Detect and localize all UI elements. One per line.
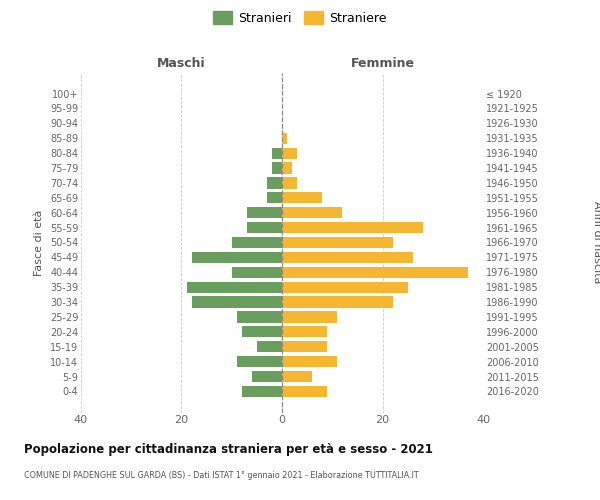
Bar xyxy=(282,222,423,233)
Bar xyxy=(272,162,282,173)
Bar xyxy=(282,386,327,397)
Bar xyxy=(247,222,282,233)
Bar xyxy=(267,178,282,188)
Text: Anni di nascita: Anni di nascita xyxy=(592,201,600,284)
Bar xyxy=(282,371,312,382)
Bar xyxy=(242,326,282,338)
Bar xyxy=(282,312,337,322)
Bar xyxy=(191,252,282,263)
Bar xyxy=(282,162,292,173)
Text: Femmine: Femmine xyxy=(350,57,415,70)
Bar xyxy=(237,356,282,368)
Legend: Stranieri, Straniere: Stranieri, Straniere xyxy=(208,6,392,30)
Bar xyxy=(282,178,297,188)
Text: Popolazione per cittadinanza straniera per età e sesso - 2021: Popolazione per cittadinanza straniera p… xyxy=(24,442,433,456)
Bar xyxy=(282,341,327,352)
Bar xyxy=(252,371,282,382)
Bar xyxy=(282,296,392,308)
Bar xyxy=(282,356,337,368)
Bar xyxy=(237,312,282,322)
Y-axis label: Fasce di età: Fasce di età xyxy=(34,210,44,276)
Bar xyxy=(282,148,297,158)
Bar xyxy=(282,192,322,203)
Bar xyxy=(282,282,407,293)
Bar xyxy=(282,207,343,218)
Bar xyxy=(247,207,282,218)
Bar xyxy=(282,237,392,248)
Bar xyxy=(272,148,282,158)
Bar xyxy=(267,192,282,203)
Bar xyxy=(282,326,327,338)
Bar xyxy=(282,266,468,278)
Bar xyxy=(232,237,282,248)
Bar xyxy=(282,132,287,144)
Bar xyxy=(191,296,282,308)
Bar xyxy=(282,252,413,263)
Bar xyxy=(187,282,282,293)
Bar xyxy=(257,341,282,352)
Text: COMUNE DI PADENGHE SUL GARDA (BS) - Dati ISTAT 1° gennaio 2021 - Elaborazione TU: COMUNE DI PADENGHE SUL GARDA (BS) - Dati… xyxy=(24,471,419,480)
Text: Maschi: Maschi xyxy=(157,57,206,70)
Bar xyxy=(242,386,282,397)
Bar xyxy=(232,266,282,278)
